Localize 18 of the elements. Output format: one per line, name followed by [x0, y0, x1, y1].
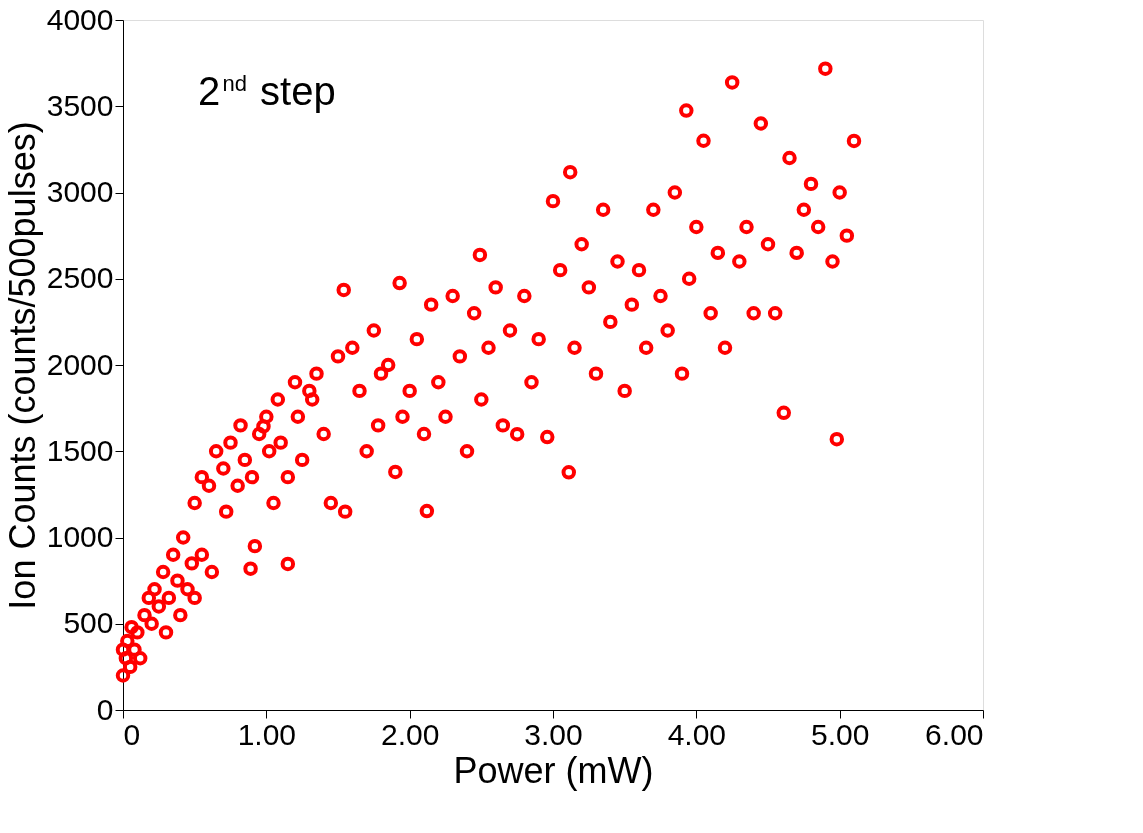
y-tick-label: 1000 [46, 520, 114, 553]
x-tick-label: 6.00 [925, 717, 984, 751]
x-tick-label: 3.00 [524, 717, 583, 751]
x-tick-label: 1.00 [237, 717, 297, 751]
y-tick-label: 2500 [46, 261, 114, 295]
x-tick-label: 5.00 [810, 717, 870, 751]
y-tick-label: 3000 [46, 175, 114, 208]
x-tick-label: 4.00 [667, 717, 727, 751]
x-tick-label: 0 [123, 717, 141, 751]
y-tick-label: 2000 [46, 347, 114, 381]
y-tick-label: 0 [96, 692, 114, 726]
y-tick-label: 1500 [46, 433, 114, 467]
x-tick-label: 2.00 [380, 717, 440, 751]
y-axis-title: Ion Counts (counts/500pulses) [1, 121, 43, 610]
x-axis-title: Power (mW) [453, 749, 654, 791]
y-tick-label: 500 [63, 606, 114, 640]
y-tick-label: 4000 [46, 2, 114, 36]
y-tick-label: 3500 [46, 88, 114, 122]
